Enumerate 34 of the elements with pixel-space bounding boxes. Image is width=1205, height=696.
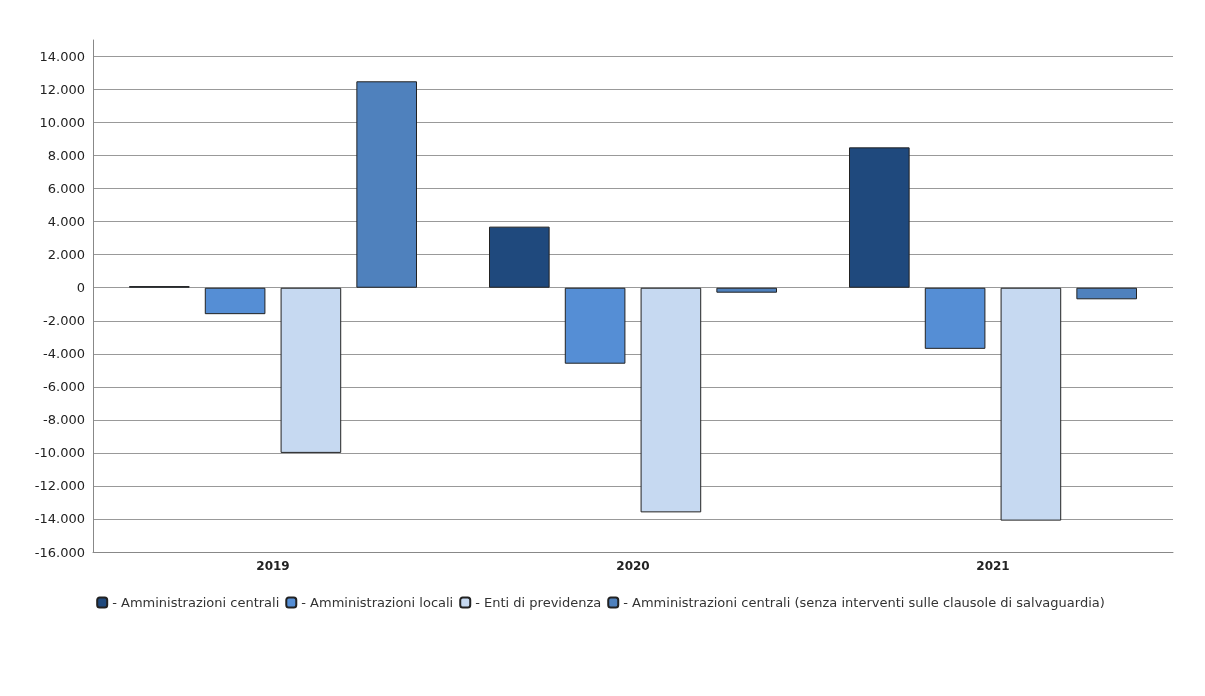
y-tick-label: -2.000	[43, 313, 85, 329]
bar	[1000, 287, 1062, 521]
y-tick-label: -4.000	[43, 346, 85, 362]
bar	[356, 81, 417, 288]
bar	[1076, 287, 1137, 300]
y-tick-label: 6.000	[47, 181, 85, 197]
bar	[489, 226, 550, 288]
bar	[924, 287, 986, 349]
y-tick-label: -12.000	[34, 478, 85, 494]
legend-label: - Enti di previdenza	[475, 595, 602, 610]
y-tick-label: 0	[76, 280, 85, 296]
bar	[564, 287, 626, 364]
x-tick-label: 2019	[256, 559, 290, 573]
bar	[280, 287, 342, 453]
legend-label: - Amministrazioni locali	[301, 595, 454, 610]
y-tick-label: -6.000	[43, 379, 85, 395]
x-tick-label: 2020	[616, 559, 650, 573]
bar	[716, 287, 777, 293]
y-tick-label: 8.000	[47, 148, 85, 164]
y-tick-label: 4.000	[47, 214, 85, 230]
y-tick-label: 2.000	[47, 247, 85, 263]
legend-label: - Amministrazioni centrali (senza interventi sulle clausole di salvaguardia)	[623, 595, 1105, 610]
bar	[640, 287, 702, 513]
y-tick-label: 10.000	[39, 115, 85, 131]
y-tick-label: -10.000	[34, 445, 85, 461]
legend-label: - Amministrazioni centrali	[112, 595, 280, 610]
x-tick-label: 2021	[976, 559, 1010, 573]
bar	[849, 147, 910, 288]
y-tick-label: 12.000	[39, 82, 85, 98]
bar	[204, 287, 266, 315]
y-tick-label: -8.000	[43, 412, 85, 428]
y-tick-label: -14.000	[34, 511, 85, 527]
y-tick-label: -16.000	[34, 544, 85, 560]
y-tick-label: 14.000	[39, 49, 85, 65]
